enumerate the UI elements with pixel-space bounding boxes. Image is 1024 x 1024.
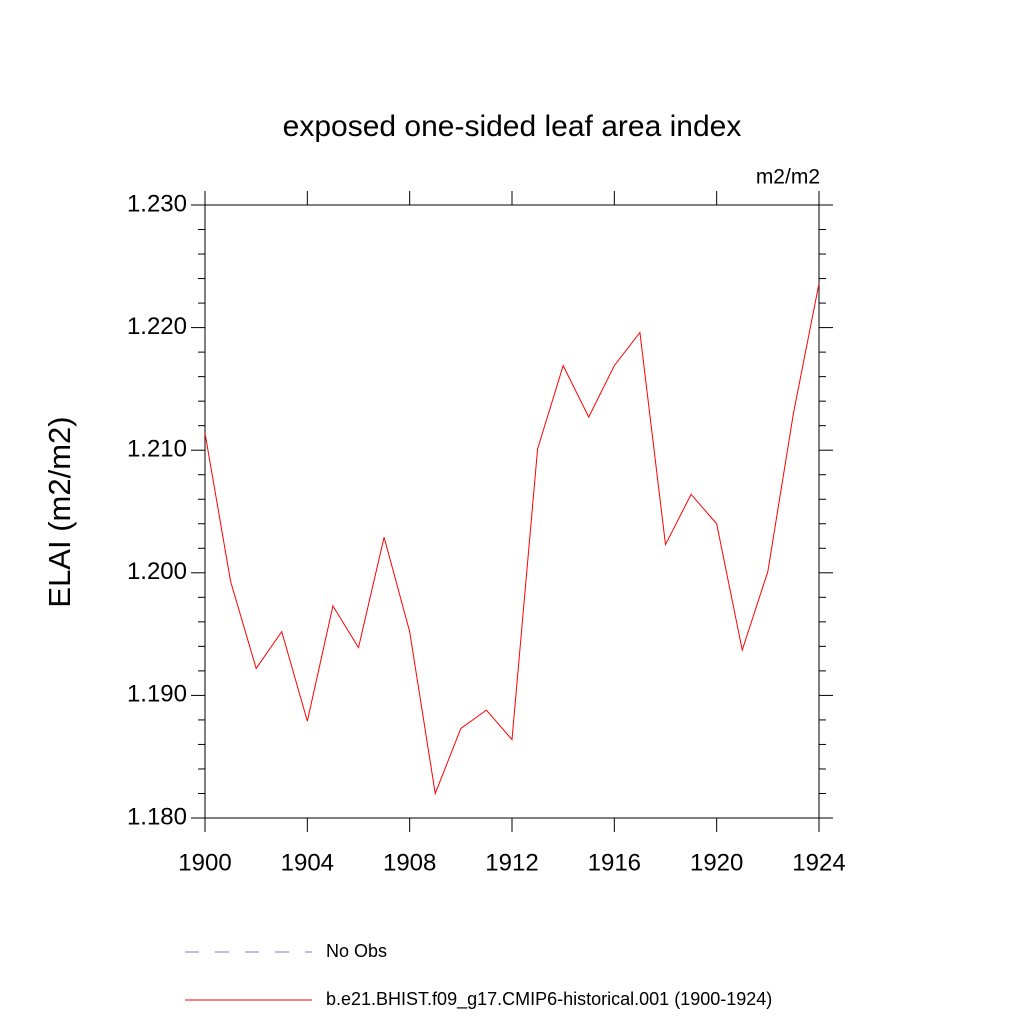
units-label: m2/m2 xyxy=(756,166,820,189)
y-tick-label: 1.210 xyxy=(127,436,187,463)
x-tick-label: 1904 xyxy=(281,849,334,876)
chart-title: exposed one-sided leaf area index xyxy=(283,110,742,143)
x-tick-label: 1924 xyxy=(792,849,845,876)
series-line xyxy=(204,283,820,796)
x-tick-label: 1908 xyxy=(383,849,436,876)
y-tick-label: 1.230 xyxy=(127,190,187,217)
y-tick-label: 1.190 xyxy=(127,681,187,708)
legend-label: No Obs xyxy=(326,941,387,961)
legend-label: b.e21.BHIST.f09_g17.CMIP6-historical.001… xyxy=(326,989,772,1010)
x-tick-label: 1900 xyxy=(178,849,231,876)
y-axis-label: ELAI (m2/m2) xyxy=(42,416,77,607)
x-tick-label: 1916 xyxy=(588,849,641,876)
y-tick-label: 1.220 xyxy=(127,313,187,340)
y-tick-label: 1.200 xyxy=(127,558,187,585)
x-tick-label: 1920 xyxy=(690,849,743,876)
x-tick-label: 1912 xyxy=(485,849,538,876)
y-tick-label: 1.180 xyxy=(127,803,187,830)
